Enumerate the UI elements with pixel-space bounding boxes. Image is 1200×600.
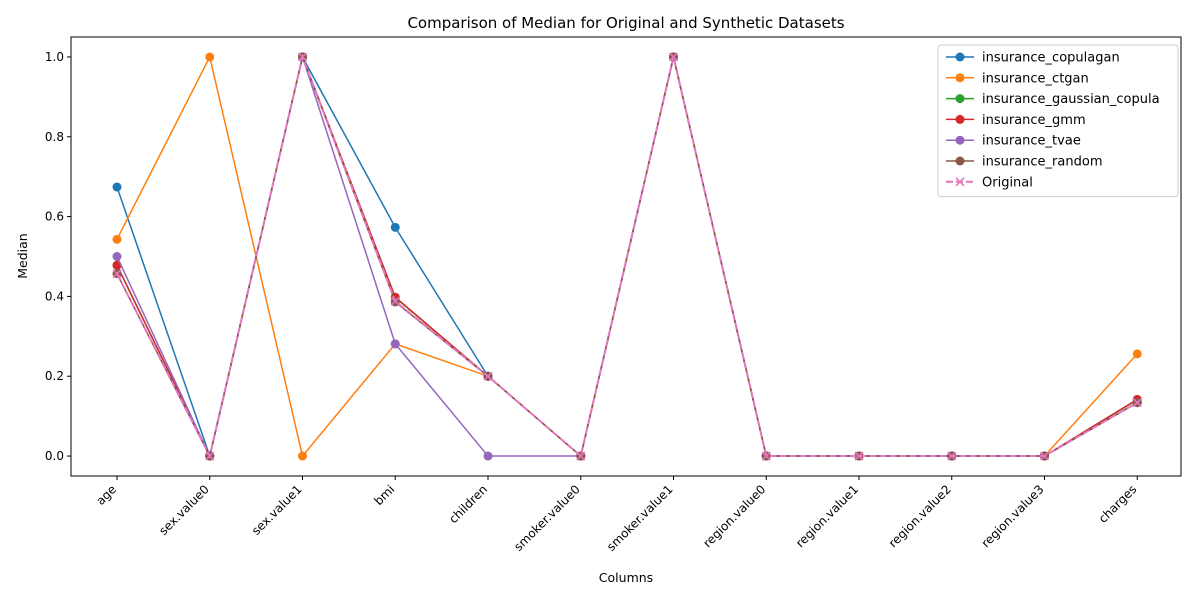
data-point [390,222,400,232]
data-point-stroke [297,52,308,62]
x-tick-label: children [446,482,490,526]
data-point-stroke [1132,398,1142,408]
legend-item: insurance_gaussian_copula [946,92,1160,107]
y-axis-label: Median [15,233,30,278]
legend-label: insurance_ctgan [982,71,1089,86]
x-tick-label: region.value3 [979,482,1047,550]
data-point [298,451,307,461]
data-point-stroke [483,371,493,381]
data-point [112,269,122,279]
legend-label: insurance_copulagan [982,51,1120,66]
data-point [390,339,400,349]
legend-marker [955,114,965,124]
data-point [205,52,215,62]
plot-area [112,52,1142,461]
series-Original [112,52,1142,461]
legend-marker [955,94,965,104]
legend-item: insurance_gmm [946,113,1086,128]
data-point-stroke [947,451,957,461]
data-point [854,451,864,461]
x-tick-label: region.value2 [886,482,954,550]
y-tick-label: 0.4 [45,289,64,303]
legend-label: insurance_random [982,155,1102,170]
x-axis-label: Columns [599,570,653,585]
plot-frame [70,36,1182,477]
legend-label: insurance_gaussian_copula [982,92,1160,107]
legend-item: insurance_ctgan [946,71,1089,86]
data-point [1132,349,1142,359]
x-tick-label: sex.value0 [156,482,212,538]
data-point-stroke [854,451,864,461]
data-point [576,451,586,461]
data-point [205,451,215,461]
data-point-stroke [112,269,122,279]
legend-item: insurance_tvae [946,134,1081,149]
data-point-stroke [1039,451,1050,461]
data-point-stroke [668,52,679,62]
data-point [297,52,308,62]
x-tick-label: bmi [371,482,397,508]
legend-marker [955,52,965,62]
y-tick-label: 1.0 [45,50,64,64]
x-tick-label: smoker.value0 [511,482,583,554]
chart-title: Comparison of Median for Original and Sy… [407,14,844,32]
y-tick-label: 0.8 [45,130,64,144]
x-tick-label: region.value1 [793,482,861,550]
data-point [761,451,771,461]
x-tick-label: sex.value1 [249,482,305,538]
data-point-stroke [205,451,215,461]
data-point [483,451,493,461]
legend-item: insurance_random [946,155,1102,170]
x-tick-label: region.value0 [700,482,768,550]
data-point-stroke [761,451,771,461]
legend-marker [955,177,965,187]
legend-marker [955,156,965,166]
legend-label: insurance_tvae [982,134,1081,149]
data-point-stroke [390,296,400,306]
legend-label: Original [982,175,1033,190]
x-tick-label: age [93,482,119,508]
legend: insurance_copulagan insurance_ctganinsura… [937,44,1179,198]
data-point [112,252,122,261]
x-tick-label: smoker.value1 [604,482,676,554]
legend-marker [955,73,965,83]
x-tick-label: charges [1096,482,1140,526]
series-line [116,53,1138,459]
data-point [668,52,679,62]
legend-marker [955,135,965,145]
y-tick-label: 0.2 [45,369,64,383]
legend-box [937,44,1179,198]
legend-item: insurance_copulagan [946,51,1120,66]
data-point [112,234,122,244]
data-point-stroke [576,451,586,461]
data-point [390,296,400,306]
legend-label: insurance_gmm [982,113,1086,128]
data-point [1039,451,1050,461]
y-tick-label: 0.0 [45,449,64,463]
data-point [483,371,493,381]
data-point [112,182,122,192]
data-point [947,451,957,461]
y-tick-label: 0.6 [45,210,64,224]
data-point [1132,398,1142,408]
legend-item: Original [946,175,1033,190]
